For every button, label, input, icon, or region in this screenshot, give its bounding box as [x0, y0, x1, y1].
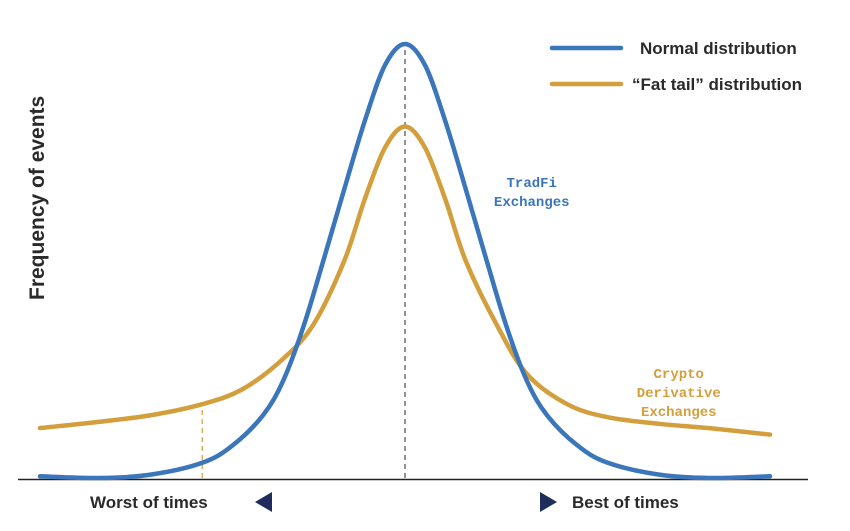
- reference-lines: [201, 44, 406, 478]
- annotation-line: Crypto: [654, 367, 704, 383]
- legend: Normal distribution “Fat tail” distribut…: [549, 39, 802, 94]
- series-layer: [37, 41, 773, 481]
- annotation-1: Crypto Derivative Exchanges: [637, 367, 721, 421]
- annotation-line: Exchanges: [641, 405, 717, 421]
- annotation-line: Derivative: [637, 386, 721, 402]
- y-axis-label: Frequency of events: [26, 96, 49, 300]
- series-line-normal: [37, 41, 773, 481]
- right-arrow-icon: [540, 492, 557, 512]
- worst-of-times-label: Worst of times: [90, 493, 208, 512]
- best-of-times-label: Best of times: [572, 493, 679, 512]
- annotation-line: TradFi: [507, 176, 557, 192]
- annotation-line: Exchanges: [494, 195, 570, 211]
- legend-label-fat-tail: “Fat tail” distribution: [632, 75, 802, 94]
- annotation-0: TradFi Exchanges: [494, 176, 570, 211]
- series-line-fat-tail: [37, 124, 773, 437]
- annotations: TradFi Exchanges Crypto Derivative Exchanges: [494, 176, 721, 421]
- left-arrow-icon: [255, 492, 272, 512]
- legend-label-normal: Normal distribution: [640, 39, 797, 58]
